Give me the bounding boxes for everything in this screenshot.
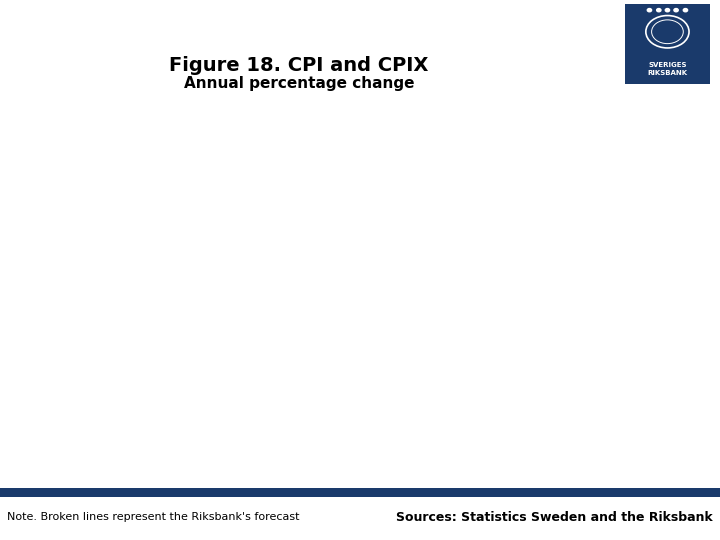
Text: Note. Broken lines represent the Riksbank's forecast: Note. Broken lines represent the Riksban… [7, 512, 300, 522]
Circle shape [665, 9, 670, 12]
Circle shape [657, 9, 661, 12]
Text: Figure 18. CPI and CPIX: Figure 18. CPI and CPIX [169, 56, 428, 76]
Circle shape [647, 9, 652, 12]
Circle shape [683, 9, 688, 12]
Circle shape [674, 9, 678, 12]
Text: Sources: Statistics Sweden and the Riksbank: Sources: Statistics Sweden and the Riksb… [396, 511, 713, 524]
Text: SVERIGES
RIKSBANK: SVERIGES RIKSBANK [647, 62, 688, 76]
Text: Annual percentage change: Annual percentage change [184, 76, 414, 91]
Bar [625, 4, 710, 84]
Bar [0, 488, 720, 497]
